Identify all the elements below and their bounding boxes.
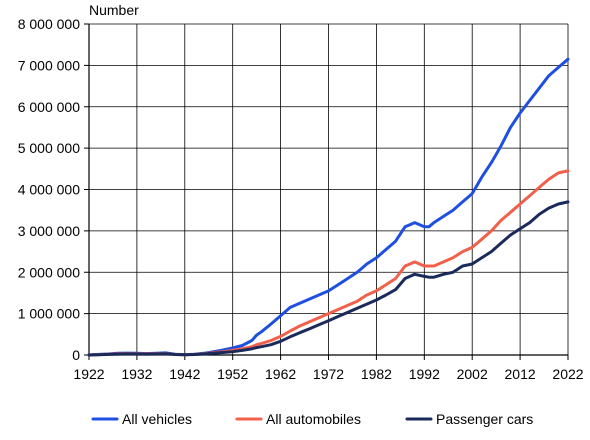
- x-tick-label: 1992: [409, 366, 440, 382]
- gridlines: [88, 23, 569, 356]
- y-axis-title: Number: [89, 2, 139, 18]
- x-tick-label: 1922: [73, 366, 104, 382]
- y-tick-label: 2 000 000: [18, 264, 80, 280]
- x-tick-label: 1952: [217, 366, 248, 382]
- x-tick-label: 1982: [361, 366, 392, 382]
- x-tick-label: 1932: [121, 366, 152, 382]
- legend: All vehicles All automobiles Passenger car…: [91, 411, 533, 427]
- series-lines: [87, 57, 570, 357]
- y-tick-label: 8 000 000: [18, 16, 80, 32]
- legend-label-all-vehicles: All vehicles: [122, 411, 192, 427]
- x-tick-label: 2012: [505, 366, 536, 382]
- y-tick-label: 6 000 000: [18, 99, 80, 115]
- legend-label-passenger-cars: Passenger cars: [436, 411, 533, 427]
- x-tick-label: 1942: [169, 366, 200, 382]
- y-tick-label: 3 000 000: [18, 223, 80, 239]
- x-tick-label: 1962: [265, 366, 296, 382]
- y-tick-label: 0: [72, 347, 80, 363]
- series-line-passenger-cars: [87, 200, 570, 357]
- legend-label-all-automobiles: All automobiles: [266, 411, 361, 427]
- x-tick-label: 2022: [552, 366, 583, 382]
- axes: [84, 23, 569, 360]
- x-tick-label: 2002: [457, 366, 488, 382]
- y-tick-label: 7 000 000: [18, 57, 80, 73]
- y-tick-label: 1 000 000: [18, 306, 80, 322]
- y-tick-label: 4 000 000: [18, 182, 80, 198]
- x-tick-label: 1972: [313, 366, 344, 382]
- tick-labels: 0 1 000 000 2 000 000 3 000 000 4 000 000 5 0…: [18, 16, 584, 382]
- y-tick-label: 5 000 000: [18, 140, 80, 156]
